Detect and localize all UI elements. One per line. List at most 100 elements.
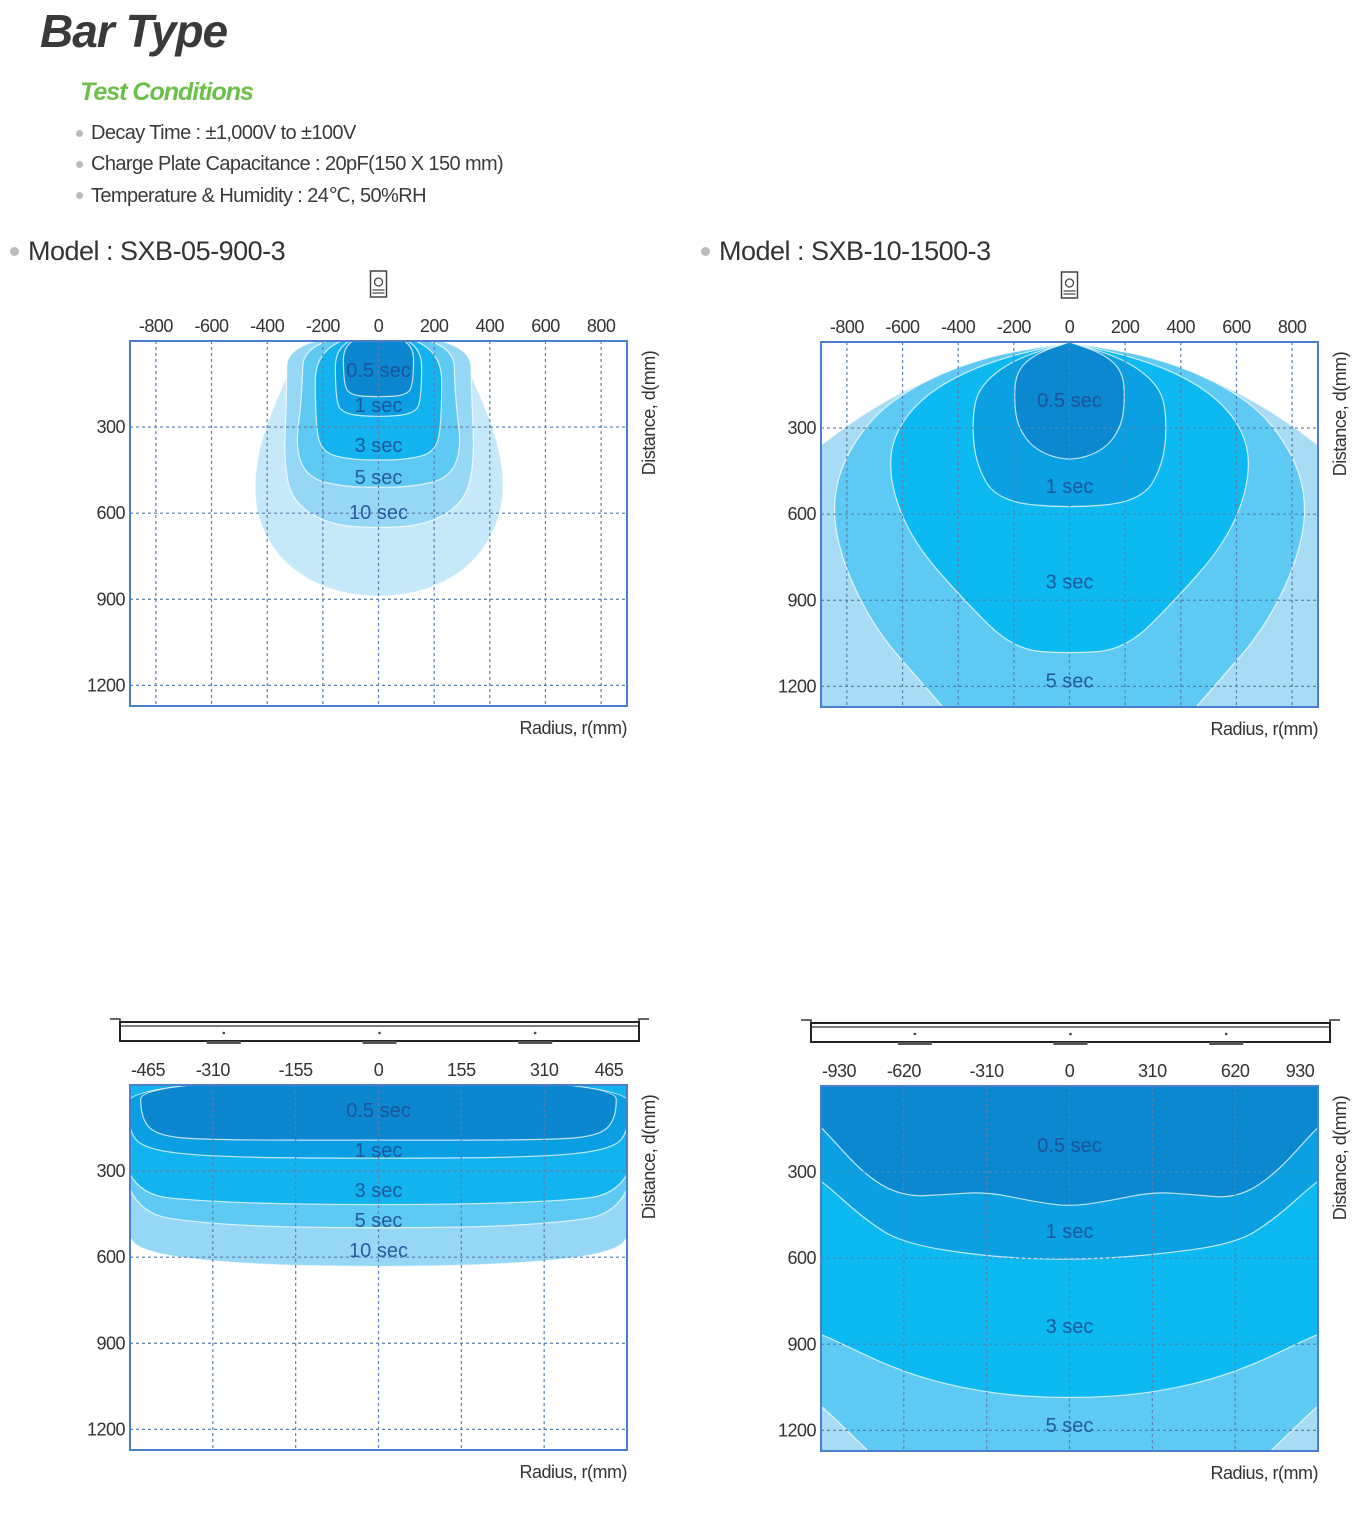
ionizer-bar-emitter xyxy=(533,1031,537,1035)
y-axis-title: Distance, d(mm) xyxy=(1330,352,1350,477)
x-tick-label: -310 xyxy=(970,1061,1005,1081)
y-tick-label: 900 xyxy=(787,1334,816,1354)
y-tick-label: 600 xyxy=(96,1247,125,1267)
ionizer-bar-body xyxy=(810,1022,1331,1043)
y-tick-label: 1200 xyxy=(778,676,817,696)
ionizer-bar-foot xyxy=(1053,1042,1088,1045)
contour-label: 1 sec xyxy=(355,1140,403,1162)
contour-label: 3 sec xyxy=(1046,1316,1094,1338)
contour-label: 10 sec xyxy=(349,502,408,524)
x-tick-label: 800 xyxy=(587,316,616,336)
x-tick-label: -600 xyxy=(195,316,230,336)
x-tick-label: 0 xyxy=(374,1060,384,1080)
chart-2: 0.5 sec 1 sec 3 sec 5 sec -800 -600 -400 -200 0 2… xyxy=(778,271,1350,739)
ionizer-bar-foot xyxy=(897,1042,932,1045)
x-tick-label: -310 xyxy=(196,1060,231,1080)
ionizer-bar-emitter xyxy=(378,1031,381,1035)
bullet-icon xyxy=(10,247,19,256)
ionizer-bar-emitter xyxy=(913,1032,917,1036)
y-axis-title: Distance, d(mm) xyxy=(639,351,659,476)
x-tick-label: -930 xyxy=(822,1061,857,1081)
model-label-right: Model : SXB-10-1500-3 xyxy=(701,236,991,267)
x-tick-label: -465 xyxy=(131,1060,166,1080)
contour-label: 3 sec xyxy=(355,435,403,457)
x-tick-label: 400 xyxy=(476,316,505,336)
x-axis-title: Radius, r(mm) xyxy=(1210,719,1318,739)
model-label-left: Model : SXB-05-900-3 xyxy=(10,236,286,267)
y-tick-label: 900 xyxy=(96,1333,125,1353)
contour-label: 0.5 sec xyxy=(346,1100,410,1122)
plot-frame xyxy=(820,1085,1319,1452)
contour-label: 1 sec xyxy=(1046,476,1094,498)
chart-1: 0.5 sec 1 sec 3 sec 5 sec 10 sec -800 -600 -400… xyxy=(87,270,659,738)
contour-label: 10 sec xyxy=(349,1240,408,1262)
ionizer-bar-emitter xyxy=(222,1031,226,1035)
x-axis-title: Radius, r(mm) xyxy=(1210,1463,1318,1483)
x-axis-title: Radius, r(mm) xyxy=(519,1462,627,1482)
x-tick-label: 400 xyxy=(1167,317,1196,337)
contour-label: 3 sec xyxy=(355,1180,403,1202)
test-conditions-heading: Test Conditions xyxy=(80,78,254,106)
condition-item: Decay Time : ±1,000V to ±100V xyxy=(76,118,503,149)
y-tick-label: 300 xyxy=(96,417,125,437)
ionizer-bar-body xyxy=(119,1021,640,1042)
model-text: Model : SXB-05-900-3 xyxy=(28,236,286,266)
page-title: Bar Type xyxy=(40,5,228,57)
y-tick-label: 900 xyxy=(96,589,125,609)
ionizer-head-icon xyxy=(369,270,388,298)
y-tick-label: 900 xyxy=(787,590,816,610)
x-tick-label: -400 xyxy=(250,316,285,336)
plot-frame xyxy=(129,1084,628,1451)
x-tick-label: 0 xyxy=(1065,317,1075,337)
plot-frame xyxy=(129,340,628,707)
contour-label: 1 sec xyxy=(355,395,403,417)
y-tick-label: 1200 xyxy=(87,1419,126,1439)
y-tick-label: 300 xyxy=(787,418,816,438)
x-tick-label: 155 xyxy=(447,1060,476,1080)
condition-item: Charge Plate Capacitance : 20pF(150 X 15… xyxy=(76,149,504,180)
x-tick-label: -200 xyxy=(997,317,1032,337)
plot-frame xyxy=(820,341,1319,708)
ionizer-bar-emitter xyxy=(1224,1032,1228,1036)
y-axis-title: Distance, d(mm) xyxy=(639,1095,659,1220)
x-tick-label: -400 xyxy=(941,317,976,337)
ionizer-bar-foot xyxy=(206,1041,241,1044)
contour-label: 1 sec xyxy=(1046,1221,1094,1243)
x-tick-label: 930 xyxy=(1286,1061,1315,1081)
x-tick-label: 310 xyxy=(1138,1061,1167,1081)
contour-label: 5 sec xyxy=(1046,1415,1094,1437)
ionizer-bar-foot xyxy=(1209,1042,1244,1045)
x-tick-label: 200 xyxy=(420,316,449,336)
condition-text: Charge Plate Capacitance : 20pF(150 X 15… xyxy=(91,153,504,175)
ionizer-head-icon xyxy=(1060,271,1079,299)
condition-text: Decay Time : ±1,000V to ±100V xyxy=(91,122,356,144)
y-tick-label: 600 xyxy=(96,503,125,523)
x-tick-label: 620 xyxy=(1221,1061,1250,1081)
ionizer-head-emitter xyxy=(373,277,384,287)
x-tick-label: 0 xyxy=(374,316,384,336)
bullet-icon xyxy=(76,161,83,168)
x-tick-label: -800 xyxy=(830,317,865,337)
y-tick-label: 600 xyxy=(787,504,816,524)
x-tick-label: 0 xyxy=(1065,1061,1075,1081)
test-conditions-list: Decay Time : ±1,000V to ±100V Charge Pla… xyxy=(76,118,504,211)
bullet-icon xyxy=(701,247,710,256)
x-tick-label: -600 xyxy=(886,317,921,337)
x-tick-label: -800 xyxy=(139,316,174,336)
x-axis-title: Radius, r(mm) xyxy=(519,718,627,738)
ionizer-bar-foot xyxy=(518,1041,553,1044)
x-tick-label: 310 xyxy=(530,1060,559,1080)
y-tick-label: 1200 xyxy=(87,675,126,695)
x-tick-label: 600 xyxy=(531,316,560,336)
contour-label: 0.5 sec xyxy=(1037,390,1101,412)
ionizer-bar-icon xyxy=(801,1019,1340,1045)
chart-4: 0.5 sec 1 sec 3 sec 5 sec -930 -620 -310 0 310 62… xyxy=(778,1019,1350,1483)
x-tick-label: -155 xyxy=(279,1060,314,1080)
contour-label: 3 sec xyxy=(1046,571,1094,593)
x-tick-label: -200 xyxy=(306,316,341,336)
ionizer-head-emitter xyxy=(1064,278,1075,288)
y-tick-label: 300 xyxy=(787,1162,816,1182)
x-tick-label: 800 xyxy=(1278,317,1307,337)
y-tick-label: 600 xyxy=(787,1248,816,1268)
